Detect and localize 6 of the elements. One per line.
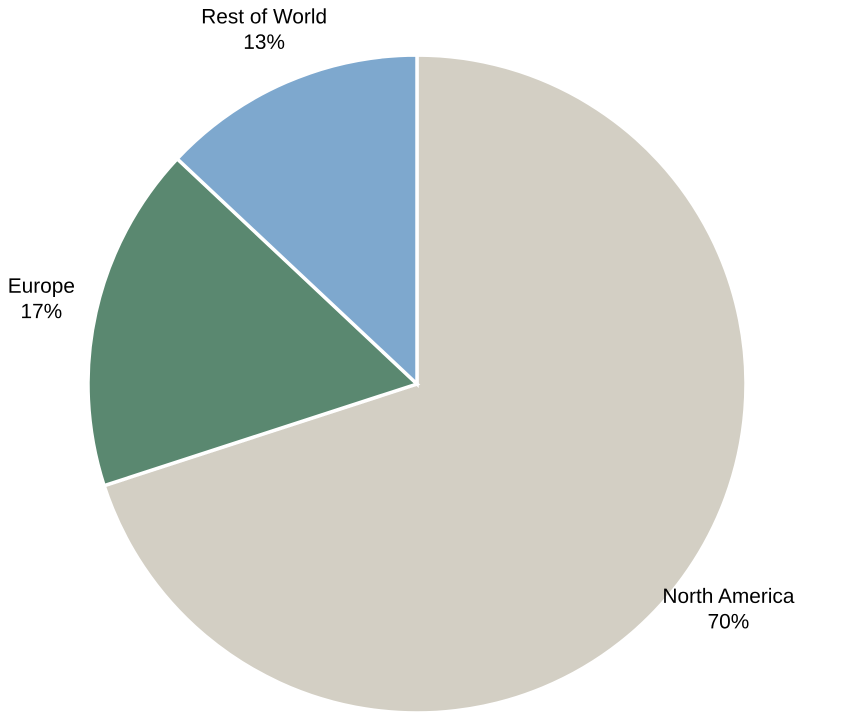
data-label: 70% bbox=[708, 614, 749, 629]
slice-label: Europe bbox=[9, 278, 74, 298]
slice-label: North America bbox=[664, 588, 794, 604]
slice-label: Rest of World bbox=[202, 8, 326, 24]
data-label: 17% bbox=[22, 304, 62, 318]
data-label: 13% bbox=[244, 34, 284, 50]
